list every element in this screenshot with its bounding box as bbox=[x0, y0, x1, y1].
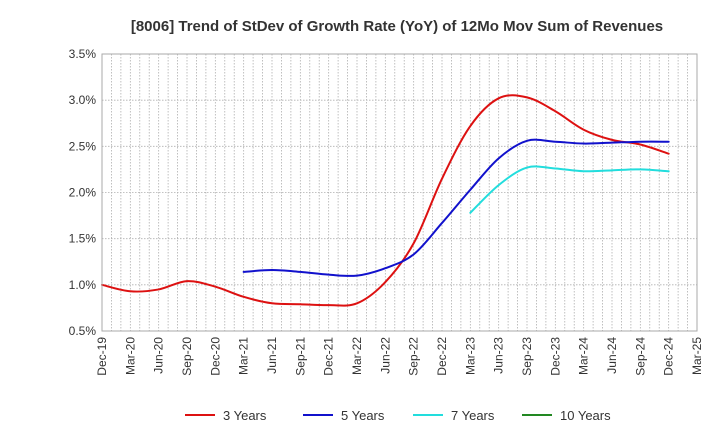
legend-label-7-years: 7 Years bbox=[451, 408, 495, 423]
x-tick-label: Dec-24 bbox=[662, 337, 676, 376]
x-tick-label: Mar-24 bbox=[577, 337, 591, 375]
y-tick-label: 3.0% bbox=[69, 93, 97, 107]
x-tick-label: Mar-22 bbox=[350, 337, 364, 375]
plot-area-border bbox=[101, 53, 698, 332]
y-tick-label: 2.0% bbox=[69, 186, 97, 200]
legend-label-3-years: 3 Years bbox=[223, 408, 267, 423]
legend-label-10-years: 10 Years bbox=[560, 408, 611, 423]
series-line-3-years bbox=[101, 94, 670, 307]
x-tick-label: Jun-24 bbox=[605, 337, 619, 374]
x-tick-label: Jun-23 bbox=[492, 337, 506, 374]
x-tick-label: Sep-22 bbox=[407, 337, 421, 376]
y-tick-label: 1.0% bbox=[69, 278, 97, 292]
y-axis-ticks: 0.5% 1.0% 1.5% 2.0% 2.5% 3.0% 3.5% bbox=[69, 47, 97, 338]
x-tick-label: Mar-21 bbox=[237, 337, 251, 375]
y-tick-label: 2.5% bbox=[69, 139, 97, 153]
x-tick-label: Dec-22 bbox=[435, 337, 449, 376]
grid bbox=[101, 53, 698, 332]
y-tick-label: 3.5% bbox=[69, 47, 97, 61]
y-tick-label: 1.5% bbox=[69, 232, 97, 246]
y-tick-label: 0.5% bbox=[69, 324, 97, 338]
x-tick-label: Sep-24 bbox=[633, 337, 647, 376]
x-tick-label: Mar-23 bbox=[463, 337, 477, 375]
chart-title: [8006] Trend of StDev of Growth Rate (Yo… bbox=[131, 18, 663, 35]
x-tick-label: Mar-20 bbox=[123, 337, 137, 375]
series-lines bbox=[101, 94, 670, 307]
x-tick-label: Jun-21 bbox=[265, 337, 279, 374]
x-tick-label: Jun-22 bbox=[378, 337, 392, 374]
x-tick-label: Dec-21 bbox=[322, 337, 336, 376]
x-tick-label: Sep-20 bbox=[180, 337, 194, 376]
series-line-7-years bbox=[469, 165, 670, 214]
series-line-5-years bbox=[242, 138, 670, 277]
x-tick-label: Mar-25 bbox=[690, 337, 704, 375]
x-tick-label: Jun-20 bbox=[152, 337, 166, 374]
legend: 3 Years 5 Years 7 Years 10 Years bbox=[185, 408, 611, 423]
x-tick-label: Dec-20 bbox=[208, 337, 222, 376]
x-tick-label: Dec-23 bbox=[548, 337, 562, 376]
x-axis-ticks: Dec-19 Mar-20 Jun-20 Sep-20 Dec-20 Mar-21 Jun-… bbox=[95, 337, 704, 376]
x-tick-label: Sep-23 bbox=[520, 337, 534, 376]
x-tick-label: Sep-21 bbox=[293, 337, 307, 376]
x-tick-label: Dec-19 bbox=[95, 337, 109, 376]
legend-label-5-years: 5 Years bbox=[341, 408, 385, 423]
